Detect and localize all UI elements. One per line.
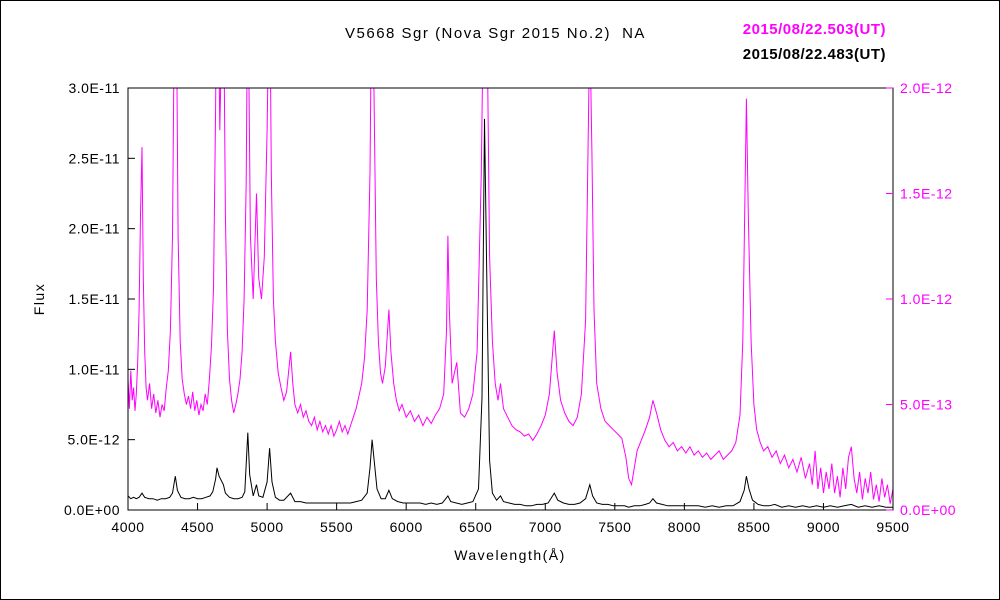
left-tick-label: 1.5E-11: [69, 291, 121, 307]
left-tick-label: 0.0E+00: [64, 502, 120, 518]
x-axis-title: Wavelength(Å): [454, 547, 566, 563]
legend-entry-black: 2015/08/22.483(UT): [743, 46, 886, 63]
x-tick-label: 9500: [876, 519, 909, 535]
right-tick-label: 5.0E-13: [900, 397, 953, 413]
series-lines: [128, 88, 893, 508]
left-axis-ticks: 0.0E+00 5.0E-12 1.0E-11 1.5E-11 2.0E-11 2.5E-…: [64, 80, 135, 518]
left-tick-label: 1.0E-11: [69, 361, 121, 377]
left-tick-label: 3.0E-11: [69, 80, 121, 96]
right-tick-label: 1.5E-12: [900, 186, 953, 202]
right-tick-label: 2.0E-12: [900, 80, 953, 96]
x-tick-label: 5000: [251, 519, 284, 535]
x-tick-label: 4500: [181, 519, 214, 535]
x-tick-label: 8000: [668, 519, 701, 535]
right-tick-label: 1.0E-12: [900, 291, 953, 307]
x-tick-label: 7500: [598, 519, 631, 535]
chart-title: V5668 Sgr (Nova Sgr 2015 No.2): [345, 25, 611, 42]
x-axis-ticks: 4000 4500 5000 5500 6000 6500 7000 7500 8000 8500…: [111, 503, 909, 535]
series-line-1: [128, 118, 893, 508]
x-tick-label: 8500: [737, 519, 770, 535]
left-tick-label: 2.5E-11: [69, 150, 121, 166]
plot-frame: [127, 87, 894, 511]
right-tick-label: 0.0E+00: [900, 502, 956, 518]
x-tick-label: 9000: [807, 519, 840, 535]
x-tick-label: 5500: [320, 519, 353, 535]
x-tick-label: 4000: [111, 519, 144, 535]
left-tick-label: 5.0E-12: [67, 432, 120, 448]
left-tick-label: 2.0E-11: [69, 221, 121, 237]
legend-entry-magenta: 2015/08/22.503(UT): [743, 21, 886, 38]
series-line-0: [128, 88, 893, 504]
right-axis-ticks: 0.0E+00 5.0E-13 1.0E-12 1.5E-12 2.0E-12: [886, 80, 956, 518]
x-tick-label: 6000: [390, 519, 423, 535]
chart-title-suffix: NA: [622, 25, 646, 42]
x-tick-label: 7000: [529, 519, 562, 535]
x-tick-label: 6500: [459, 519, 492, 535]
y-axis-title: Flux: [31, 283, 47, 315]
